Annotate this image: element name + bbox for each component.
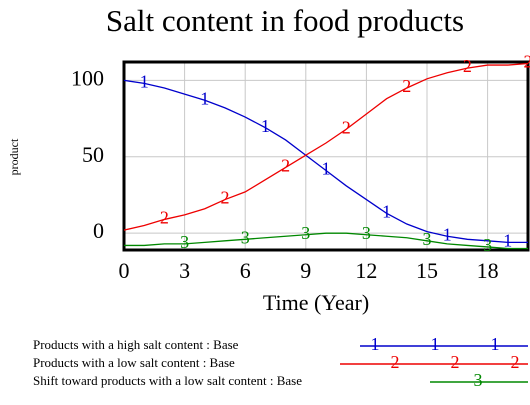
line — [123, 79, 528, 244]
series-marker: 3 — [241, 227, 250, 247]
series-marker: 1 — [443, 224, 452, 244]
series-marker: 2 — [342, 117, 351, 137]
x-tick-label: 3 — [179, 258, 190, 283]
series-marker: 1 — [140, 72, 149, 92]
x-tick-label: 15 — [416, 258, 438, 283]
x-tick-label: 6 — [240, 258, 251, 283]
series-marker: 3 — [362, 223, 371, 243]
series-marker: 1 — [382, 201, 391, 221]
series-marker: 1 — [261, 116, 270, 136]
x-tick-label: 12 — [355, 258, 377, 283]
legend-marker: 2 — [511, 352, 520, 372]
series-marker: 2 — [524, 52, 530, 72]
legend-marker: 1 — [371, 334, 380, 354]
y-tick-label: 100 — [71, 65, 104, 90]
series-marker: 2 — [160, 208, 169, 228]
series-marker: 2 — [221, 188, 230, 208]
series-marker: 2 — [463, 56, 472, 76]
series-marker: 3 — [423, 229, 432, 249]
chart-title: Salt content in food products — [106, 3, 464, 38]
series-marker: 1 — [322, 159, 331, 179]
series-marker: 1 — [200, 88, 209, 108]
series-marker: 3 — [180, 232, 189, 252]
legend-label: Products with a low salt content : Base — [33, 355, 235, 370]
y-tick-label: 0 — [93, 218, 104, 243]
y-tick-label: 50 — [82, 142, 104, 167]
series-marker: 1 — [503, 230, 512, 250]
series-marker: 3 — [301, 223, 310, 243]
x-tick-label: 18 — [477, 258, 499, 283]
legend-label: Products with a high salt content : Base — [33, 337, 239, 352]
legend-marker: 1 — [491, 334, 500, 354]
legend-label: Shift toward products with a low salt co… — [33, 373, 302, 388]
series-marker: 2 — [281, 156, 290, 176]
x-tick-label: 0 — [119, 258, 130, 283]
y-axis-label: product — [7, 138, 21, 175]
legend-marker: 2 — [391, 352, 400, 372]
legend-marker: 3 — [474, 370, 483, 390]
line — [124, 232, 528, 250]
series-marker: 2 — [402, 76, 411, 96]
line — [123, 62, 529, 231]
legend-marker: 1 — [431, 334, 440, 354]
x-axis-label: Time (Year) — [263, 290, 369, 315]
plot-frame — [122, 60, 530, 252]
x-tick-label: 9 — [300, 258, 311, 283]
series-marker: 3 — [483, 235, 492, 255]
legend-marker: 2 — [451, 352, 460, 372]
